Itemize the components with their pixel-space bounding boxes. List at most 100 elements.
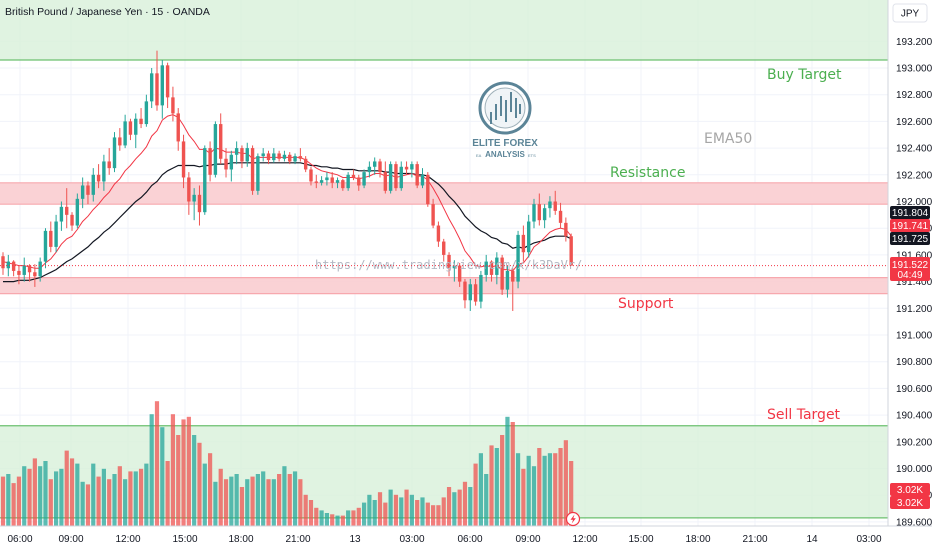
volume-bar xyxy=(64,450,69,526)
candle-body xyxy=(484,261,488,275)
candle-body xyxy=(415,164,419,186)
candle-body xyxy=(442,241,446,255)
time-tick-label: 09:00 xyxy=(58,534,83,545)
volume-bar xyxy=(85,484,91,526)
time-tick-label: 14 xyxy=(806,534,818,545)
countdown-text: 04:49 xyxy=(897,270,922,281)
time-tick-label: 15:00 xyxy=(172,534,197,545)
time-axis[interactable]: 06:00 09:00 12:00 15:00 18:00 21:00 13 03:00 06:… xyxy=(0,525,932,550)
candle-body xyxy=(537,204,542,221)
candle-body xyxy=(49,230,53,247)
candle-body xyxy=(479,274,483,302)
resistance-label: Resistance xyxy=(610,165,685,181)
volume-bar xyxy=(22,466,27,526)
candle-body xyxy=(473,284,478,302)
last-price-tag xyxy=(890,257,930,281)
candle-body xyxy=(542,208,547,221)
time-tick-label: 03:00 xyxy=(856,534,881,545)
volume-bar xyxy=(393,494,399,526)
volume-bar xyxy=(292,471,298,526)
price-tick-label: 191.600 xyxy=(896,250,932,261)
candle-body xyxy=(388,164,393,191)
volume-bar xyxy=(69,458,75,526)
candle-body xyxy=(192,194,196,202)
candle-body xyxy=(181,141,186,178)
volume-bar xyxy=(489,445,494,526)
candle-body xyxy=(187,177,191,202)
volume-bar xyxy=(239,487,245,526)
candle-body xyxy=(245,148,249,162)
volume-bar xyxy=(11,483,16,526)
volume-bar xyxy=(165,461,170,526)
candle-body xyxy=(526,221,531,253)
candle-body xyxy=(357,177,361,186)
candle-body xyxy=(309,169,313,182)
candle-body xyxy=(282,154,287,159)
candle-body xyxy=(59,206,64,222)
volume-bar xyxy=(505,416,510,526)
volume-bar xyxy=(27,468,32,526)
candle-body xyxy=(431,204,435,226)
volume-bar xyxy=(346,510,351,526)
volume-bar xyxy=(494,448,499,526)
volume-bars xyxy=(0,401,574,526)
volume-bar xyxy=(96,476,101,526)
volume-bar xyxy=(101,468,106,526)
lightning-icon[interactable] xyxy=(565,511,581,527)
volume-bar xyxy=(197,442,202,526)
volume-bar xyxy=(261,471,266,526)
volume-bar xyxy=(128,471,133,526)
volume-bar xyxy=(356,507,361,526)
candle-body xyxy=(558,210,563,223)
candle-body xyxy=(341,180,345,189)
volume-bar xyxy=(75,463,80,526)
candle-body xyxy=(256,156,260,191)
volume-bar xyxy=(351,510,356,526)
candle-body xyxy=(224,158,228,170)
currency-button[interactable]: JPY xyxy=(892,3,928,23)
candle-body xyxy=(288,154,292,162)
volume-bar xyxy=(409,494,414,526)
price-tick-label: 192.800 xyxy=(896,90,932,101)
candle-body xyxy=(521,234,526,253)
logo-line1: ELITE FOREX xyxy=(472,138,538,149)
time-tick-label: 15:00 xyxy=(628,534,653,545)
price-tick-label: 193.200 xyxy=(896,37,932,48)
volume-bar xyxy=(213,481,218,526)
price-axis[interactable]: 193.200 193.000 192.800 192.600 192.400 192.2… xyxy=(887,0,932,528)
buy-target-label: Buy Target xyxy=(767,67,842,83)
time-tick-label: 18:00 xyxy=(685,534,710,545)
volume-bar xyxy=(91,463,96,526)
candle-body xyxy=(102,161,106,182)
candle-body xyxy=(362,172,366,186)
volume-bar xyxy=(500,435,505,526)
volume-bar xyxy=(446,487,452,526)
candle-body xyxy=(426,174,430,205)
volume-bar xyxy=(526,455,531,526)
logo-small-right: ETS xyxy=(528,153,536,158)
volume-bar xyxy=(43,461,48,526)
volume-bar xyxy=(303,494,308,526)
candle-body xyxy=(70,214,74,226)
candle-body xyxy=(197,194,202,213)
support-label: Support xyxy=(618,296,674,312)
volume-bar xyxy=(170,414,176,526)
candlesticks xyxy=(1,50,573,311)
volume-bar xyxy=(468,487,473,526)
volume-bar xyxy=(569,461,574,526)
price-tick-label: 193.000 xyxy=(896,64,932,75)
candle-body xyxy=(420,174,425,186)
candle-body xyxy=(54,221,58,247)
candle-body xyxy=(234,148,239,155)
candle-body xyxy=(367,166,372,173)
svg-text:JPY: JPY xyxy=(901,9,920,20)
candle-body xyxy=(65,206,69,215)
volume-bar xyxy=(388,489,393,526)
price-tick-label: 189.600 xyxy=(896,517,932,528)
volume-bar xyxy=(234,474,239,526)
candle-body xyxy=(569,236,573,266)
candle-body xyxy=(468,284,472,301)
volume-bar xyxy=(32,458,37,526)
time-tick-label: 13 xyxy=(349,534,361,545)
